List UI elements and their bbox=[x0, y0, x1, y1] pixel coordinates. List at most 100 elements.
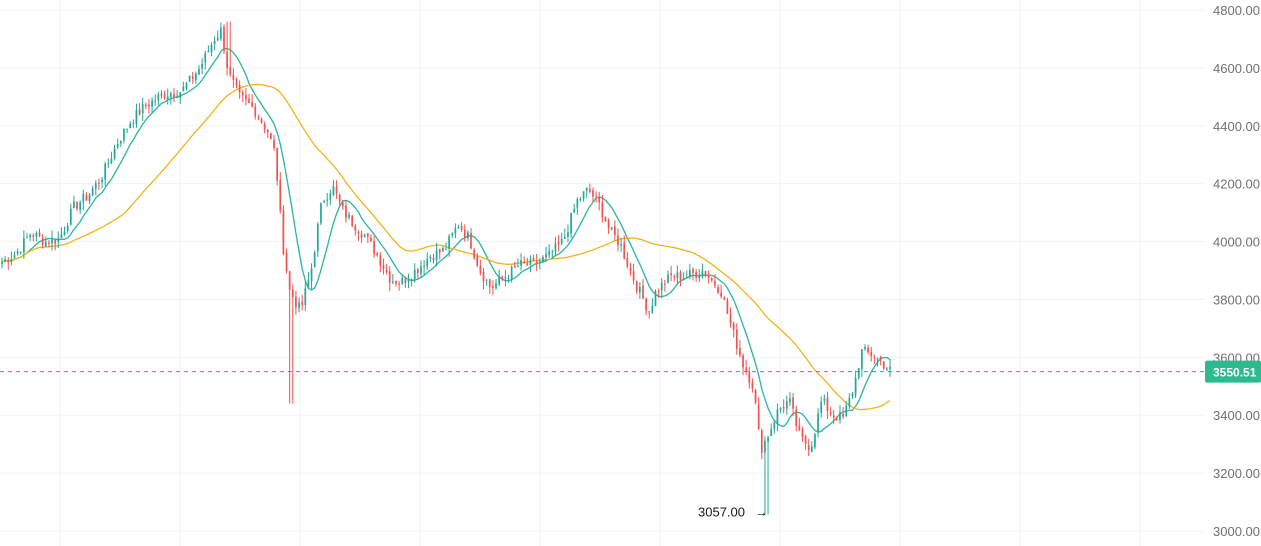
candle-body bbox=[388, 271, 391, 284]
candle-body bbox=[682, 278, 685, 280]
candle-body bbox=[532, 258, 535, 261]
candle-body bbox=[245, 94, 247, 100]
candle-body bbox=[739, 348, 741, 356]
candle-body bbox=[19, 251, 22, 253]
candle-body bbox=[748, 371, 751, 383]
candle-body bbox=[767, 437, 769, 442]
y-tick-label: 4200.00 bbox=[1213, 177, 1260, 192]
candle-body bbox=[94, 182, 97, 189]
candle-body bbox=[795, 409, 798, 427]
candle-body bbox=[660, 282, 663, 291]
candle-body bbox=[119, 141, 122, 144]
candle-body bbox=[341, 202, 344, 207]
candle-body bbox=[563, 236, 566, 239]
candle-body bbox=[476, 256, 479, 266]
candle-body bbox=[889, 366, 891, 370]
candle-body bbox=[173, 94, 175, 98]
candle-body bbox=[886, 368, 888, 370]
candle-body bbox=[864, 347, 866, 350]
candle-body bbox=[623, 243, 626, 259]
candle-body bbox=[191, 76, 194, 79]
candle-body bbox=[657, 290, 660, 292]
candle-body bbox=[457, 227, 460, 229]
candle-body bbox=[354, 226, 357, 231]
candle-body bbox=[413, 269, 416, 280]
candle-body bbox=[735, 329, 738, 349]
candle-body bbox=[754, 389, 757, 403]
candle-body bbox=[601, 202, 604, 218]
candle-body bbox=[535, 261, 538, 265]
candle-body bbox=[607, 220, 610, 228]
candle-body bbox=[282, 210, 285, 255]
candle-body bbox=[198, 68, 200, 75]
candle-body bbox=[298, 302, 300, 308]
candle-body bbox=[320, 203, 322, 224]
y-tick-label: 3800.00 bbox=[1213, 292, 1260, 307]
candle-body bbox=[51, 238, 53, 244]
candle-body bbox=[63, 231, 66, 236]
candle-body bbox=[66, 225, 69, 231]
candle-body bbox=[73, 201, 75, 209]
candle-body bbox=[148, 104, 150, 107]
candle-body bbox=[576, 199, 579, 208]
candle-body bbox=[804, 436, 807, 444]
candle-body bbox=[720, 292, 723, 297]
candle-body bbox=[785, 401, 788, 409]
candle-body bbox=[848, 397, 851, 407]
candle-body bbox=[185, 83, 188, 89]
candle-body bbox=[817, 413, 819, 433]
candle-body bbox=[545, 254, 547, 258]
candle-body bbox=[113, 148, 116, 159]
candle-body bbox=[801, 429, 804, 437]
candle-body bbox=[807, 445, 810, 451]
candle-body bbox=[35, 233, 38, 237]
candle-body bbox=[301, 302, 304, 305]
candle-body bbox=[232, 74, 235, 81]
candle-body bbox=[213, 41, 216, 45]
candle-body bbox=[820, 401, 823, 413]
candle-body bbox=[492, 286, 494, 288]
candle-body bbox=[26, 237, 28, 239]
candle-body bbox=[473, 249, 476, 258]
candle-body bbox=[323, 200, 325, 203]
candle-body bbox=[266, 129, 269, 133]
candle-body bbox=[710, 277, 713, 281]
candle-body bbox=[182, 86, 185, 92]
y-tick-label: 4600.00 bbox=[1213, 61, 1260, 76]
y-axis[interactable]: 3000.003200.003400.003600.003800.004000.… bbox=[1213, 3, 1260, 539]
candle-body bbox=[135, 109, 138, 125]
candle-body bbox=[870, 351, 873, 357]
candle-body bbox=[679, 272, 682, 281]
candle-body bbox=[717, 287, 719, 293]
candle-body bbox=[407, 279, 410, 283]
candle-body bbox=[632, 271, 635, 281]
candle-body bbox=[751, 382, 754, 389]
candle-body bbox=[316, 224, 319, 252]
candle-body bbox=[451, 233, 454, 236]
candle-body bbox=[729, 314, 732, 324]
candle-body bbox=[567, 232, 569, 237]
candle-body bbox=[445, 248, 447, 250]
candle-body bbox=[510, 266, 513, 279]
candle-body bbox=[626, 257, 629, 267]
y-tick-label: 3200.00 bbox=[1213, 466, 1260, 481]
candle-body bbox=[764, 440, 766, 453]
candle-body bbox=[554, 243, 557, 252]
candle-body bbox=[442, 248, 444, 252]
candle-body bbox=[82, 193, 85, 203]
candle-body bbox=[698, 275, 701, 278]
candle-body bbox=[482, 271, 485, 282]
candle-body bbox=[429, 256, 432, 259]
candle-body bbox=[57, 238, 60, 243]
candle-body bbox=[85, 195, 88, 201]
candle-body bbox=[570, 212, 572, 234]
candle-body bbox=[745, 367, 748, 373]
candle-body bbox=[116, 144, 119, 148]
candle-body bbox=[166, 96, 169, 100]
candle-body bbox=[16, 251, 19, 254]
candle-body bbox=[598, 196, 601, 203]
candle-body bbox=[742, 355, 744, 368]
candle-body bbox=[479, 265, 482, 274]
